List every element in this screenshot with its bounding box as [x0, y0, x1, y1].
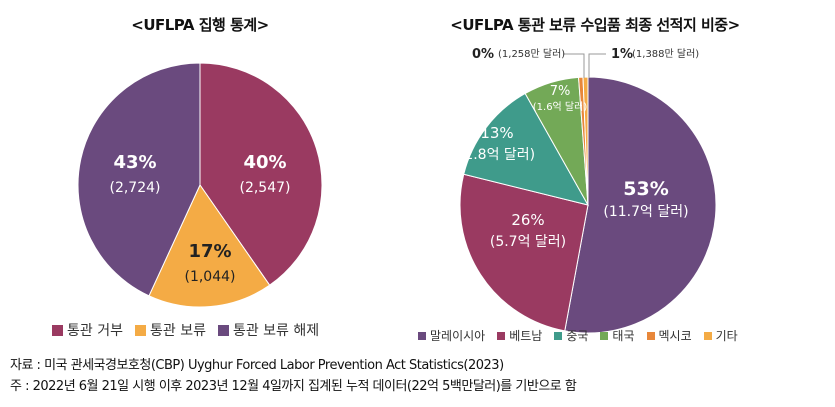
legend-item: 베트남: [497, 327, 542, 344]
pie-slice: [463, 92, 590, 206]
legend-label: 중국: [566, 329, 589, 343]
data-label-count: (2,547): [239, 180, 290, 196]
data-label-count: (2,724): [109, 180, 160, 196]
legend-swatch: [703, 331, 712, 340]
legend-swatch: [418, 331, 426, 340]
legend-label: 통관 거부: [67, 323, 123, 339]
left-chart-title: <UFLPA 집행 통계>: [131, 16, 269, 34]
source-note: 자료 : 미국 관세국경보호청(CBP) Uyghur Forced Labor…: [10, 358, 504, 373]
data-label-amount: (1,258만 달러): [498, 48, 565, 60]
data-label-percent: 17%: [188, 241, 231, 262]
legend-item: 기타: [703, 327, 738, 344]
pie-slice: [148, 183, 271, 308]
pie-slice: [582, 76, 589, 206]
pie-slice: [459, 173, 589, 332]
legend-swatch: [217, 324, 229, 336]
legend-item: 통관 보류 해제: [217, 320, 320, 340]
data-label-percent: 0%: [472, 47, 494, 62]
legend-swatch: [646, 331, 655, 340]
legend-label: 통관 보류 해제: [232, 323, 320, 339]
data-label-amount: (1,388만 달러): [632, 48, 699, 60]
data-label-percent: 1%: [611, 47, 633, 62]
left-legend: 통관 거부 통관 보류 통관 보류 해제: [52, 320, 331, 340]
legend-item: 멕시코: [646, 327, 692, 344]
legend-label: 통관 보류: [149, 323, 206, 339]
legend-item: 말레이시아: [418, 327, 485, 344]
pie-slice: [199, 62, 323, 286]
legend-item: 통관 거부: [52, 320, 123, 340]
leader-line: [563, 53, 585, 78]
data-label-percent: 7%: [550, 84, 571, 99]
data-note: 주 : 2022년 6월 21일 시행 이후 2023년 12월 4일까지 집계…: [10, 379, 577, 394]
legend-label: 기타: [715, 329, 738, 343]
right-legend: 말레이시아 베트남 중국 태국 멕시코 기타: [418, 327, 750, 344]
legend-label: 베트남: [509, 329, 543, 343]
legend-swatch: [600, 331, 609, 340]
data-label-percent: 26%: [511, 211, 544, 229]
legend-swatch: [52, 324, 63, 336]
legend-swatch: [554, 331, 563, 340]
leader-line: [588, 53, 606, 78]
legend-label: 태국: [612, 329, 635, 343]
data-label-percent: 13%: [480, 124, 513, 142]
legend-label: 멕시코: [658, 329, 692, 343]
right-chart-title: <UFLPA 통관 보류 수입품 최종 선적지 비중>: [450, 16, 740, 34]
data-label-percent: 43%: [113, 152, 156, 173]
legend-item: 태국: [600, 327, 635, 344]
data-label-amount: (5.7억 달러): [490, 234, 566, 250]
pie-slice: [77, 62, 201, 297]
legend-swatch: [497, 331, 506, 340]
data-label-percent: 40%: [243, 152, 286, 173]
data-label-amount: (11.7억 달러): [603, 204, 688, 220]
legend-item: 통관 보류: [134, 320, 206, 340]
data-label-count: (1,044): [184, 269, 235, 285]
data-label-percent: 53%: [623, 178, 668, 200]
data-label-amount: (2.8억 달러): [459, 147, 535, 163]
legend-label: 말레이시아: [430, 329, 486, 343]
pie-slice: [564, 76, 717, 334]
footnotes: 자료 : 미국 관세국경보호청(CBP) Uyghur Forced Labor…: [10, 355, 577, 397]
data-label-amount: (1.6억 달러): [533, 101, 588, 113]
legend-swatch: [134, 324, 146, 336]
legend-item: 중국: [554, 327, 588, 344]
